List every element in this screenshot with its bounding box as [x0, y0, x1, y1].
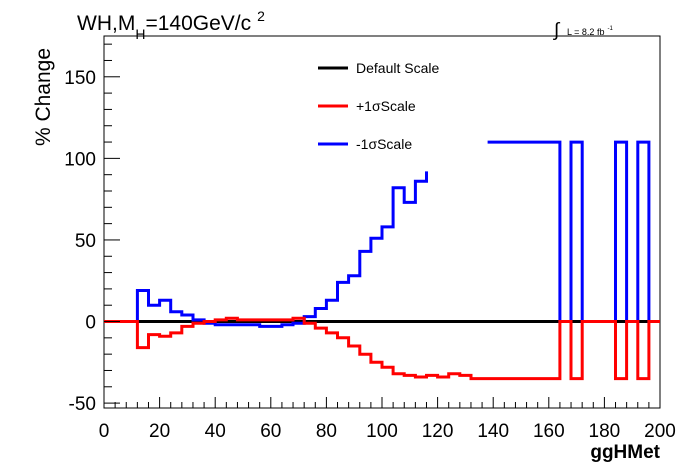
title-subscript: H: [135, 26, 145, 42]
title-mass: =140GeV/c: [145, 12, 251, 35]
y-tick-label: 150: [64, 68, 96, 89]
y-tick-label: 50: [75, 231, 96, 252]
x-tick-label: 100: [366, 421, 398, 442]
luminosity-label: ∫ L = 8.2 fb -1: [553, 20, 613, 41]
lumi-superscript: -1: [607, 26, 613, 32]
x-tick-label: 140: [477, 421, 509, 442]
title-superscript: 2: [257, 8, 265, 24]
x-tick-label: 80: [316, 421, 337, 442]
integral-symbol: ∫: [553, 20, 561, 41]
x-tick-label: 160: [533, 421, 565, 442]
x-axis-label: ggHMet: [590, 442, 660, 463]
y-axis-label: % Change: [32, 48, 55, 146]
x-tick-label: 180: [589, 421, 621, 442]
y-tick-label: 100: [64, 149, 96, 170]
chart-title: WH,MH=140GeV/c 2: [77, 8, 265, 42]
x-tick-label: 20: [149, 421, 170, 442]
x-tick-label: 60: [260, 421, 281, 442]
x-tick-label: 0: [99, 421, 110, 442]
x-tick-label: 120: [422, 421, 454, 442]
svg-text:WH,MH=140GeV/c2: WH,MH=140GeV/c 2: [77, 8, 265, 42]
y-tick-label: -50: [69, 394, 96, 415]
svg-text:L = 8.2 fb-1: L = 8.2 fb -1: [567, 26, 613, 37]
x-tick-label: 40: [205, 421, 226, 442]
legend-default-scale-label: Default Scale: [356, 60, 439, 76]
title-process: WH,M: [77, 12, 135, 35]
series-+1σscale-line: [104, 316, 660, 381]
legend-+1σscale-label: +1σScale: [356, 98, 416, 114]
y-tick-label: 0: [85, 313, 96, 334]
x-tick-label: 200: [644, 421, 676, 442]
legend--1σscale-label: -1σScale: [356, 136, 412, 152]
lumi-label: L = 8.2 fb: [567, 27, 604, 37]
legend: Default Scale +1σScale -1σScale: [318, 60, 439, 152]
